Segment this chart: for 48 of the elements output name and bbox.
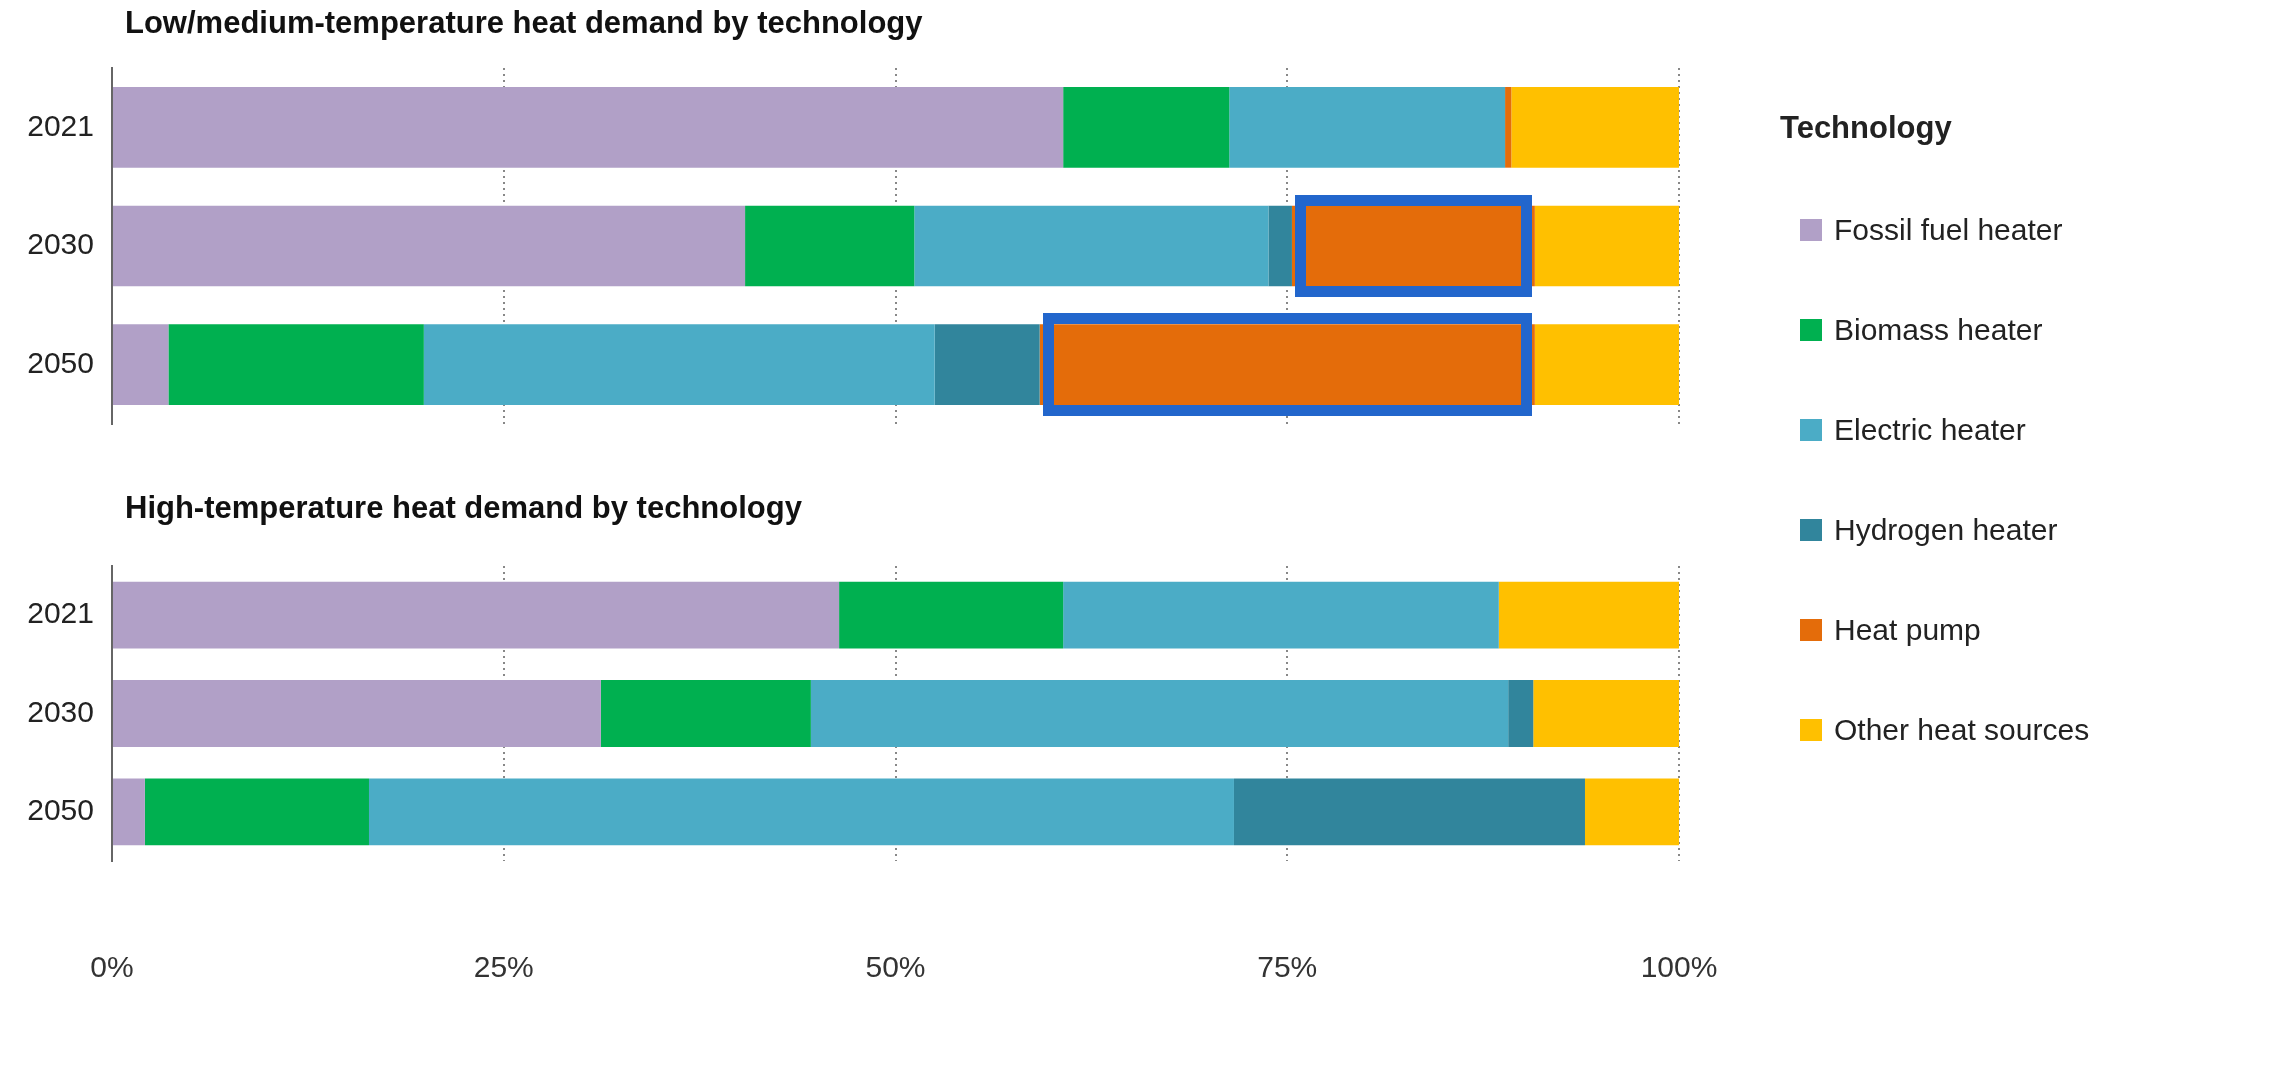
legend-label: Fossil fuel heater (1834, 213, 2063, 247)
bar (1534, 324, 1679, 406)
legend-label: Electric heater (1834, 413, 2026, 447)
bar (113, 778, 145, 846)
bar (745, 205, 915, 287)
y-tick-label: 2030 (27, 694, 94, 728)
bar (839, 581, 1064, 649)
x-tick-label: 75% (1257, 950, 1318, 984)
bar (1229, 86, 1506, 168)
bar (1063, 581, 1499, 649)
bar (113, 205, 746, 287)
bar (144, 778, 369, 846)
bar (600, 680, 811, 747)
y-tick-label: 2021 (27, 108, 94, 142)
legend-title: Technology (1780, 110, 1953, 146)
legend-label: Heat pump (1834, 613, 1981, 647)
bar (934, 324, 1040, 406)
y-tick-label: 2050 (27, 345, 94, 379)
bar (1268, 205, 1292, 287)
y-tick-label: 2030 (27, 227, 94, 261)
x-tick-label: 100% (1640, 950, 1718, 984)
chart-title: Low/medium-temperature heat demand by technology (125, 5, 923, 41)
bar (113, 680, 601, 747)
bar (368, 778, 1234, 846)
bar (1498, 581, 1679, 649)
bar (914, 205, 1269, 287)
x-tick-label: 0% (90, 950, 134, 984)
chart-title: High-temperature heat demand by technology (125, 490, 802, 526)
bar (423, 324, 935, 406)
y-tick-label: 2050 (27, 793, 94, 827)
legend-label: Biomass heater (1834, 313, 2043, 347)
x-tick-label: 25% (473, 950, 534, 984)
bar (1533, 680, 1679, 747)
bar (1063, 86, 1230, 168)
bar (113, 86, 1064, 168)
bar (1233, 778, 1585, 846)
bar (1505, 86, 1512, 168)
bar (113, 324, 169, 406)
x-tick-label: 50% (865, 950, 926, 984)
bar (810, 680, 1509, 747)
y-tick-label: 2021 (27, 596, 94, 630)
legend-label: Other heat sources (1834, 713, 2090, 747)
legend-label: Hydrogen heater (1834, 513, 2058, 547)
bar (1584, 778, 1679, 846)
bar (168, 324, 424, 406)
bar (1508, 680, 1534, 747)
bar (113, 581, 840, 649)
bar (1511, 86, 1679, 168)
